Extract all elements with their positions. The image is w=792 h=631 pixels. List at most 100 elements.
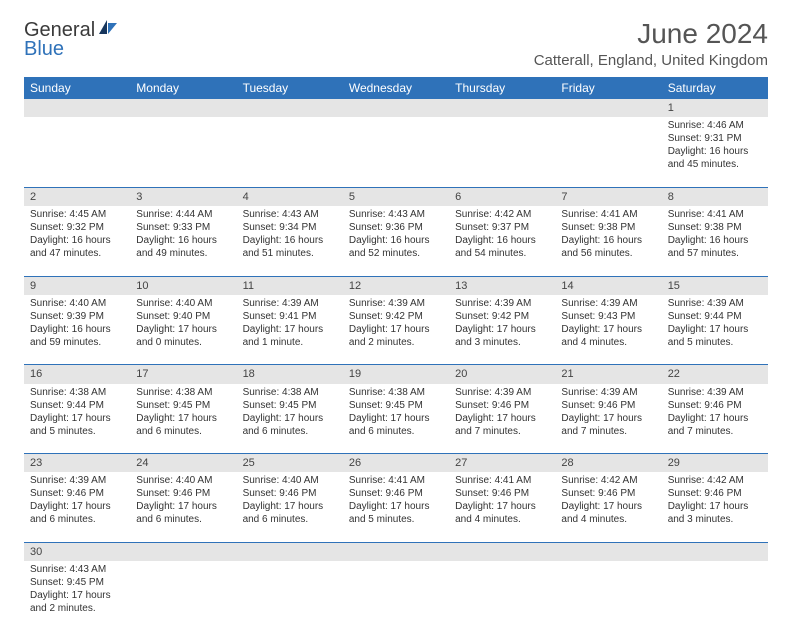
daylight-text: Daylight: 17 hours and 4 minutes. — [455, 500, 549, 526]
day-number-cell: 8 — [662, 187, 768, 206]
day-cell: Sunrise: 4:39 AMSunset: 9:41 PMDaylight:… — [237, 295, 343, 365]
daylight-text: Daylight: 17 hours and 6 minutes. — [243, 412, 337, 438]
day-number-cell: 10 — [130, 276, 236, 295]
sunrise-text: Sunrise: 4:39 AM — [243, 297, 337, 310]
sunrise-text: Sunrise: 4:40 AM — [136, 474, 230, 487]
sunset-text: Sunset: 9:46 PM — [561, 399, 655, 412]
sunrise-text: Sunrise: 4:40 AM — [243, 474, 337, 487]
day-number-row: 9101112131415 — [24, 276, 768, 295]
day-number-cell — [24, 99, 130, 117]
daylight-text: Daylight: 17 hours and 4 minutes. — [561, 323, 655, 349]
day-content-row: Sunrise: 4:39 AMSunset: 9:46 PMDaylight:… — [24, 472, 768, 542]
weekday-header: Wednesday — [343, 77, 449, 99]
day-cell: Sunrise: 4:42 AMSunset: 9:46 PMDaylight:… — [555, 472, 661, 542]
day-content-row: Sunrise: 4:46 AMSunset: 9:31 PMDaylight:… — [24, 117, 768, 187]
sunset-text: Sunset: 9:46 PM — [668, 399, 762, 412]
day-number-cell — [130, 99, 236, 117]
day-number-cell: 4 — [237, 187, 343, 206]
sunset-text: Sunset: 9:44 PM — [30, 399, 124, 412]
sunrise-text: Sunrise: 4:45 AM — [30, 208, 124, 221]
day-number-cell: 19 — [343, 365, 449, 384]
sunrise-text: Sunrise: 4:39 AM — [561, 297, 655, 310]
day-number-cell: 13 — [449, 276, 555, 295]
day-cell: Sunrise: 4:42 AMSunset: 9:46 PMDaylight:… — [662, 472, 768, 542]
day-cell — [130, 117, 236, 187]
daylight-text: Daylight: 16 hours and 57 minutes. — [668, 234, 762, 260]
day-number-cell: 26 — [343, 454, 449, 473]
day-number-cell: 2 — [24, 187, 130, 206]
day-number-cell: 18 — [237, 365, 343, 384]
sunrise-text: Sunrise: 4:41 AM — [668, 208, 762, 221]
sunset-text: Sunset: 9:46 PM — [455, 399, 549, 412]
sunset-text: Sunset: 9:32 PM — [30, 221, 124, 234]
sunset-text: Sunset: 9:45 PM — [30, 576, 124, 589]
daylight-text: Daylight: 17 hours and 6 minutes. — [349, 412, 443, 438]
daylight-text: Daylight: 17 hours and 6 minutes. — [30, 500, 124, 526]
day-number-cell: 22 — [662, 365, 768, 384]
daylight-text: Daylight: 16 hours and 59 minutes. — [30, 323, 124, 349]
sunrise-text: Sunrise: 4:39 AM — [349, 297, 443, 310]
day-number-cell: 3 — [130, 187, 236, 206]
day-number-cell: 9 — [24, 276, 130, 295]
sunrise-text: Sunrise: 4:44 AM — [136, 208, 230, 221]
day-number-cell: 30 — [24, 542, 130, 561]
weekday-header: Sunday — [24, 77, 130, 99]
daylight-text: Daylight: 17 hours and 6 minutes. — [136, 500, 230, 526]
day-number-cell: 11 — [237, 276, 343, 295]
sunset-text: Sunset: 9:46 PM — [30, 487, 124, 500]
calendar-body: 1Sunrise: 4:46 AMSunset: 9:31 PMDaylight… — [24, 99, 768, 631]
sunset-text: Sunset: 9:39 PM — [30, 310, 124, 323]
day-cell — [662, 561, 768, 631]
daylight-text: Daylight: 17 hours and 7 minutes. — [668, 412, 762, 438]
day-cell: Sunrise: 4:39 AMSunset: 9:46 PMDaylight:… — [449, 384, 555, 454]
day-number-cell — [237, 99, 343, 117]
weekday-header-row: Sunday Monday Tuesday Wednesday Thursday… — [24, 77, 768, 99]
daylight-text: Daylight: 17 hours and 1 minute. — [243, 323, 337, 349]
daylight-text: Daylight: 17 hours and 3 minutes. — [455, 323, 549, 349]
sunset-text: Sunset: 9:38 PM — [668, 221, 762, 234]
day-cell: Sunrise: 4:43 AMSunset: 9:36 PMDaylight:… — [343, 206, 449, 276]
day-cell: Sunrise: 4:39 AMSunset: 9:46 PMDaylight:… — [662, 384, 768, 454]
sunrise-text: Sunrise: 4:42 AM — [668, 474, 762, 487]
day-number-cell: 29 — [662, 454, 768, 473]
sunrise-text: Sunrise: 4:42 AM — [561, 474, 655, 487]
day-cell: Sunrise: 4:39 AMSunset: 9:44 PMDaylight:… — [662, 295, 768, 365]
header: General June 2024 Catterall, England, Un… — [24, 18, 768, 69]
day-number-row: 1 — [24, 99, 768, 117]
daylight-text: Daylight: 16 hours and 47 minutes. — [30, 234, 124, 260]
sunrise-text: Sunrise: 4:43 AM — [30, 563, 124, 576]
day-cell: Sunrise: 4:39 AMSunset: 9:42 PMDaylight:… — [343, 295, 449, 365]
day-content-row: Sunrise: 4:45 AMSunset: 9:32 PMDaylight:… — [24, 206, 768, 276]
sunset-text: Sunset: 9:40 PM — [136, 310, 230, 323]
sunrise-text: Sunrise: 4:39 AM — [668, 386, 762, 399]
day-cell — [24, 117, 130, 187]
daylight-text: Daylight: 16 hours and 51 minutes. — [243, 234, 337, 260]
sunrise-text: Sunrise: 4:38 AM — [349, 386, 443, 399]
daylight-text: Daylight: 16 hours and 52 minutes. — [349, 234, 443, 260]
weekday-header: Saturday — [662, 77, 768, 99]
day-number-cell: 21 — [555, 365, 661, 384]
day-number-cell — [449, 99, 555, 117]
day-number-cell — [662, 542, 768, 561]
day-cell: Sunrise: 4:38 AMSunset: 9:45 PMDaylight:… — [130, 384, 236, 454]
sunset-text: Sunset: 9:38 PM — [561, 221, 655, 234]
day-number-cell: 23 — [24, 454, 130, 473]
sunset-text: Sunset: 9:42 PM — [349, 310, 443, 323]
day-content-row: Sunrise: 4:40 AMSunset: 9:39 PMDaylight:… — [24, 295, 768, 365]
daylight-text: Daylight: 17 hours and 6 minutes. — [243, 500, 337, 526]
sunset-text: Sunset: 9:45 PM — [349, 399, 443, 412]
day-cell — [449, 561, 555, 631]
sunset-text: Sunset: 9:41 PM — [243, 310, 337, 323]
sunset-text: Sunset: 9:46 PM — [243, 487, 337, 500]
day-cell: Sunrise: 4:40 AMSunset: 9:46 PMDaylight:… — [237, 472, 343, 542]
day-cell — [343, 561, 449, 631]
day-cell: Sunrise: 4:40 AMSunset: 9:46 PMDaylight:… — [130, 472, 236, 542]
day-number-cell: 1 — [662, 99, 768, 117]
weekday-header: Monday — [130, 77, 236, 99]
day-cell: Sunrise: 4:43 AMSunset: 9:34 PMDaylight:… — [237, 206, 343, 276]
day-cell: Sunrise: 4:38 AMSunset: 9:45 PMDaylight:… — [343, 384, 449, 454]
sunrise-text: Sunrise: 4:46 AM — [668, 119, 762, 132]
daylight-text: Daylight: 16 hours and 45 minutes. — [668, 145, 762, 171]
title-block: June 2024 Catterall, England, United Kin… — [534, 18, 768, 69]
logo-text-blue: Blue — [24, 38, 64, 61]
